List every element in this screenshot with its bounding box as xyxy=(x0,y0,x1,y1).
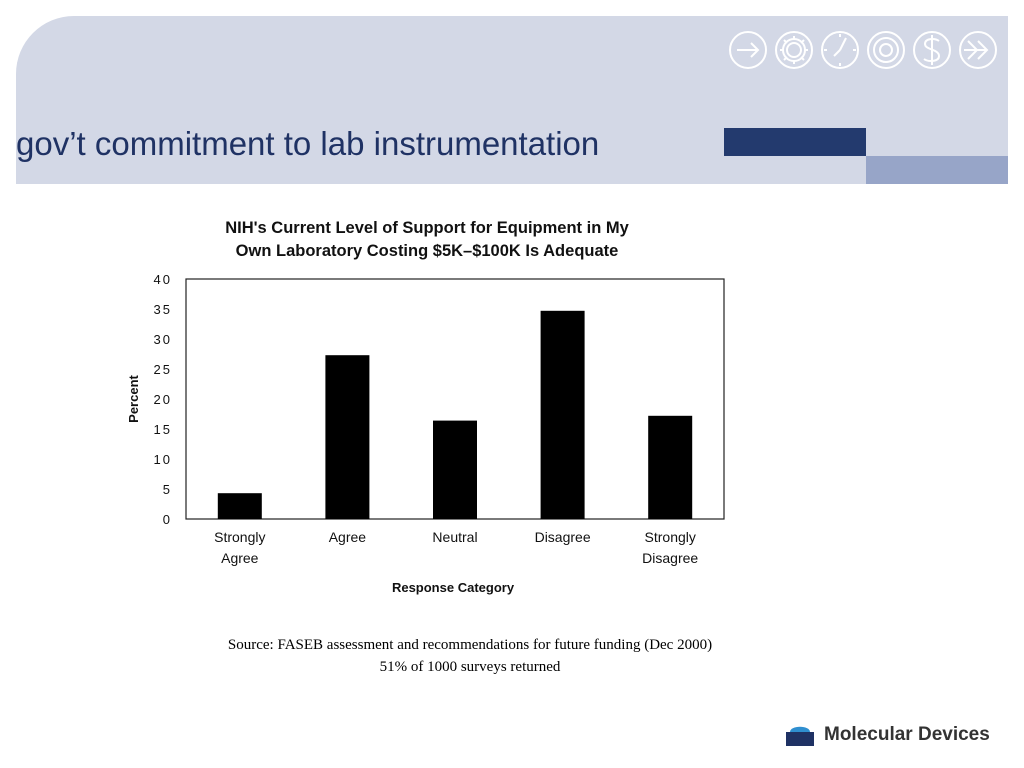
source-citation: Source: FASEB assessment and recommendat… xyxy=(227,637,713,653)
title-accent-bar-dark xyxy=(724,128,866,156)
y-tick-label: 25 xyxy=(154,362,172,377)
survey-note: 51% of 1000 surveys returned xyxy=(379,659,561,675)
x-tick-label: Agree xyxy=(329,529,367,545)
molecular-devices-logo-icon xyxy=(786,726,814,746)
bar xyxy=(325,355,370,519)
y-tick-label: 15 xyxy=(154,422,172,437)
x-tick-label: Disagree xyxy=(535,529,591,545)
x-tick-label: Strongly xyxy=(214,529,265,545)
logo-text: Molecular Devices xyxy=(824,724,990,745)
icon-row xyxy=(726,28,1002,72)
bar xyxy=(433,420,477,519)
bar xyxy=(648,415,693,519)
y-tick-label: 40 xyxy=(154,272,172,287)
clock-icon xyxy=(821,31,859,69)
double-arrow-icon xyxy=(959,31,997,69)
arrow-right-icon xyxy=(729,31,767,69)
company-logo: Molecular Devices xyxy=(784,720,1014,752)
y-tick-label: 10 xyxy=(154,452,172,467)
y-tick-label: 20 xyxy=(154,392,172,407)
target-icon xyxy=(867,31,905,69)
bar xyxy=(217,493,262,519)
dollar-icon xyxy=(913,31,951,69)
y-tick-label: 35 xyxy=(154,302,172,317)
bar xyxy=(540,310,585,519)
title-accent-bar-light xyxy=(866,156,1008,184)
y-axis-label: Percent xyxy=(126,374,141,422)
chart-title-line1: NIH's Current Level of Support for Equip… xyxy=(225,219,629,237)
x-tick-label: Strongly xyxy=(645,529,696,545)
chart-title-line2: Own Laboratory Costing $5K–$100K Is Adeq… xyxy=(236,242,619,260)
gear-icon xyxy=(775,31,813,69)
y-tick-label: 5 xyxy=(163,482,172,497)
x-tick-label: Agree xyxy=(221,550,259,566)
y-tick-label: 30 xyxy=(154,332,172,347)
y-tick-label: 0 xyxy=(163,512,172,527)
x-axis-label: Response Category xyxy=(392,580,515,595)
x-axis-labels: Strongly Agree Agree Neutral Disagree Strongl… xyxy=(214,529,698,566)
bars xyxy=(217,310,693,519)
x-tick-label: Disagree xyxy=(642,550,698,566)
x-tick-label: Neutral xyxy=(432,529,477,545)
y-axis-ticks: 0 5 10 15 20 25 30 35 40 xyxy=(154,272,172,527)
slide-title: gov’t commitment to lab instrumentation xyxy=(16,125,600,162)
